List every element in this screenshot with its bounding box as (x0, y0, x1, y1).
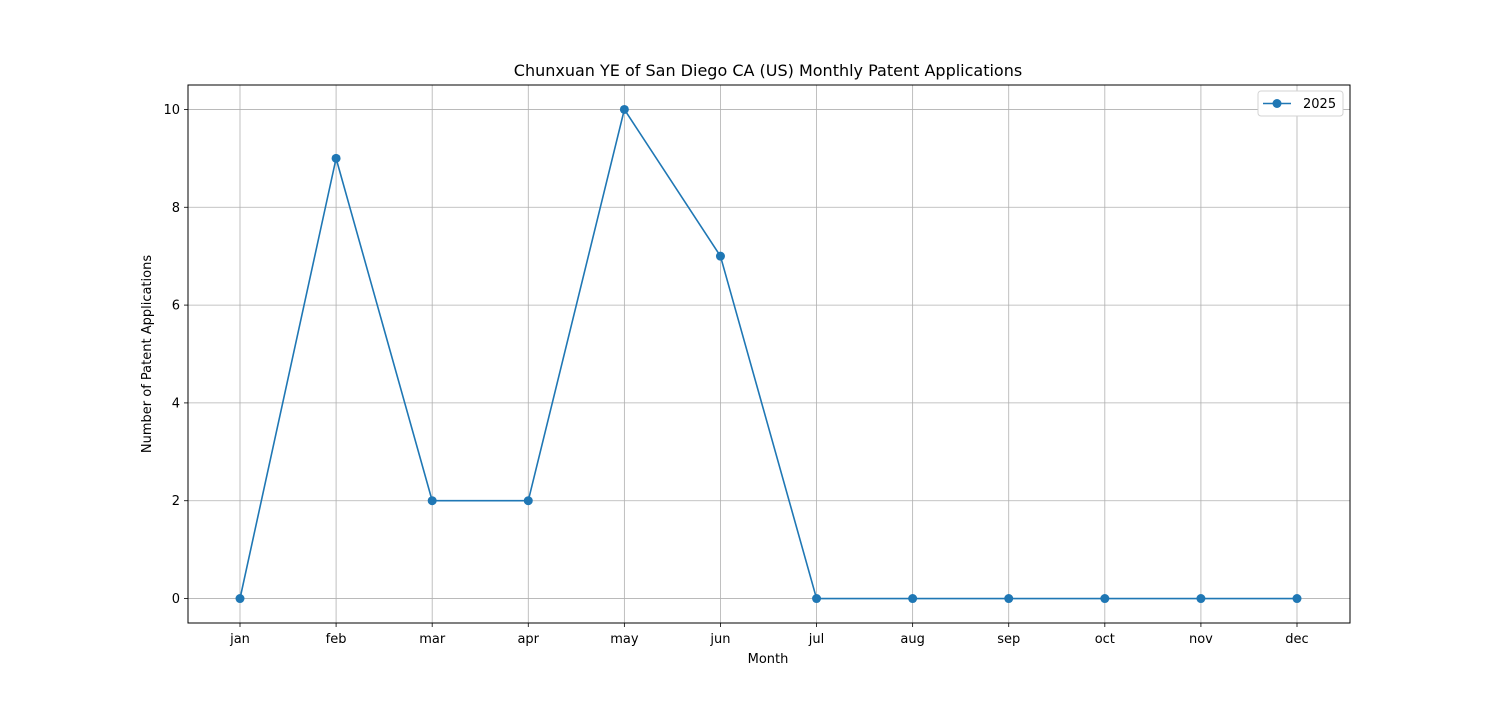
data-point (1100, 594, 1109, 603)
chart-title: Chunxuan YE of San Diego CA (US) Monthly… (514, 61, 1022, 80)
x-tick-label: nov (1189, 632, 1213, 647)
data-point (812, 594, 821, 603)
data-point (524, 496, 533, 505)
x-tick-label: mar (419, 632, 446, 647)
data-point (908, 594, 917, 603)
x-axis-label: Month (748, 652, 789, 667)
data-point (332, 154, 341, 163)
legend: 2025 (1258, 91, 1343, 116)
legend-entry-label: 2025 (1303, 97, 1336, 112)
y-tick-label: 0 (172, 592, 180, 607)
x-tick-label: aug (900, 632, 924, 647)
x-tick-label: feb (326, 632, 347, 647)
data-point (1004, 594, 1013, 603)
x-tick-label: may (610, 632, 639, 647)
data-point (716, 252, 725, 261)
data-point (236, 594, 245, 603)
y-tick-label: 10 (163, 103, 180, 118)
y-tick-label: 2 (172, 494, 180, 509)
y-tick-label: 6 (172, 299, 180, 314)
data-point (1293, 594, 1302, 603)
y-axis-label: Number of Patent Applications (140, 255, 155, 453)
data-point (428, 496, 437, 505)
data-point (620, 105, 629, 114)
x-tick-label: jan (229, 632, 250, 647)
y-tick-label: 4 (172, 396, 180, 411)
y-tick-label: 8 (172, 201, 180, 216)
x-tick-label: dec (1285, 632, 1308, 647)
x-tick-label: sep (997, 632, 1020, 647)
legend-marker (1273, 99, 1282, 108)
data-point (1196, 594, 1205, 603)
x-tick-label: jun (709, 632, 730, 647)
x-tick-label: oct (1095, 632, 1115, 647)
x-tick-label: apr (517, 632, 539, 647)
x-tick-label: jul (808, 632, 824, 647)
